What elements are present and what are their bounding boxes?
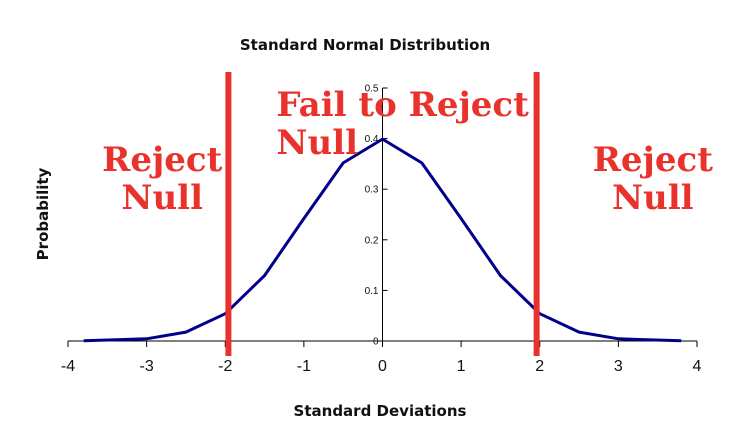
y-tick-label: 0.1 [365, 286, 379, 297]
density-curve [83, 137, 682, 343]
x-tick-label: -2 [218, 358, 232, 375]
annotation-line: Reject [593, 140, 714, 180]
annotation-line: Null [121, 178, 203, 218]
curve-layer [83, 137, 682, 343]
chart-title: Standard Normal Distribution [240, 36, 490, 54]
annotation-line: Null [276, 123, 358, 163]
annotation-reject-left: Reject Null [102, 140, 223, 218]
x-tick-label: 4 [693, 358, 702, 375]
axes: -4 -3 -2 -1 0 1 2 3 4 0 0.1 0.2 0.3 0.4 0.5 [61, 84, 702, 376]
x-axis-label: Standard Deviations [294, 402, 467, 420]
annotation-line: Fail to Reject [276, 85, 529, 125]
y-tick-label: 0 [373, 337, 379, 348]
annotation-line: Null [612, 178, 694, 218]
annotation-fail-to-reject: Fail to Reject Null [276, 85, 529, 163]
x-tick-label: -3 [140, 358, 154, 375]
y-axis-label: Probability [34, 167, 52, 260]
x-tick-label: 3 [614, 358, 623, 375]
x-tick-label: -1 [297, 358, 311, 375]
annotation-line: Reject [102, 140, 223, 180]
y-tick-label: 0.3 [365, 185, 379, 196]
critical-lines [225, 72, 540, 356]
x-tick-label: 0 [378, 358, 387, 375]
x-tick-label: 2 [535, 358, 544, 375]
y-tick-label: 0.4 [365, 134, 379, 145]
x-tick-label: -4 [61, 358, 75, 375]
x-tick-label: 1 [457, 358, 466, 375]
y-tick-label: 0.5 [365, 84, 379, 95]
annotation-reject-right: Reject Null [593, 140, 714, 218]
y-tick-label: 0.2 [365, 235, 379, 246]
